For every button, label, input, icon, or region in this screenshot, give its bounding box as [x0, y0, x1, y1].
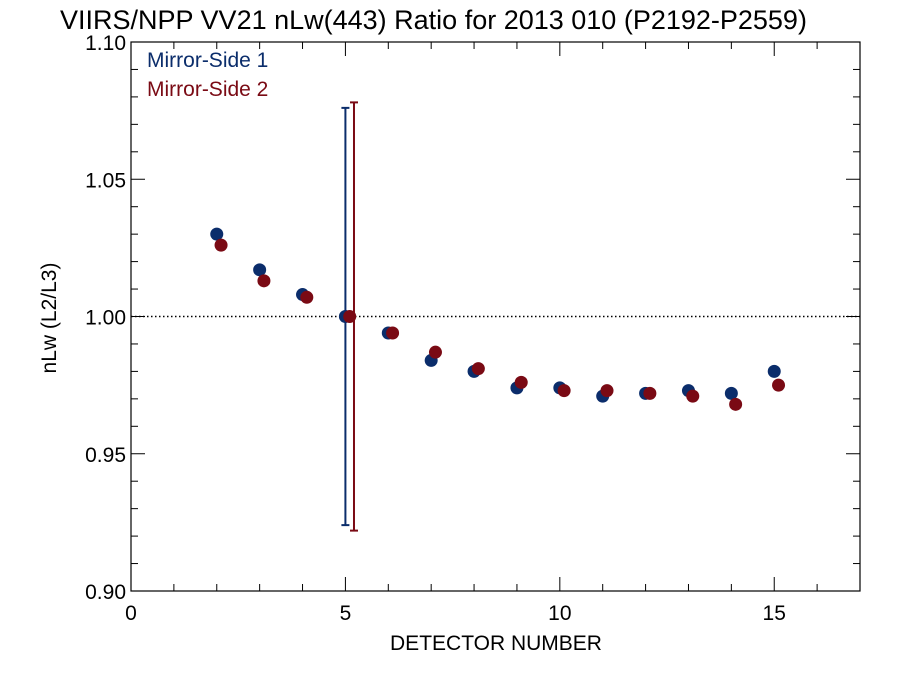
data-point [600, 384, 614, 398]
data-point [514, 375, 528, 389]
data-point [729, 397, 743, 411]
x-tick-label: 0 [125, 602, 137, 625]
data-point [210, 227, 224, 241]
data-point [772, 378, 786, 392]
y-tick-label: 0.90 [85, 581, 126, 604]
y-tick-label: 1.05 [85, 169, 126, 192]
data-point [386, 326, 400, 340]
plot-area: 0 5 10 15 0.90 0.95 1.00 1.05 1.10 [85, 32, 861, 625]
y-tick-label: 1.00 [85, 307, 126, 330]
legend-entry: Mirror-Side 1 [147, 49, 268, 72]
data-point [471, 362, 485, 376]
x-axis-label: DETECTOR NUMBER [390, 632, 602, 655]
legend-entry: Mirror-Side 2 [147, 78, 268, 101]
series-2 [214, 101, 786, 532]
legend: Mirror-Side 1 Mirror-Side 2 [147, 49, 268, 101]
y-tick-label: 0.95 [85, 444, 126, 467]
data-point [214, 238, 228, 252]
y-axis-label: nLw (L2/L3) [38, 263, 61, 374]
x-tick-label: 10 [548, 602, 571, 625]
chart-title: VIIRS/NPP VV21 nLw(443) Ratio for 2013 0… [60, 5, 807, 35]
data-point [686, 389, 700, 403]
data-point [257, 274, 271, 288]
x-tick-label: 15 [763, 602, 786, 625]
data-point [767, 364, 781, 378]
y-tick-label: 1.10 [85, 32, 126, 55]
data-point [643, 386, 657, 400]
data-point [300, 290, 314, 304]
data-point [724, 386, 738, 400]
data-point [428, 345, 442, 359]
data-point [343, 310, 357, 323]
data-point [557, 384, 571, 398]
data-point [253, 263, 267, 277]
x-tick-label: 5 [340, 602, 352, 625]
